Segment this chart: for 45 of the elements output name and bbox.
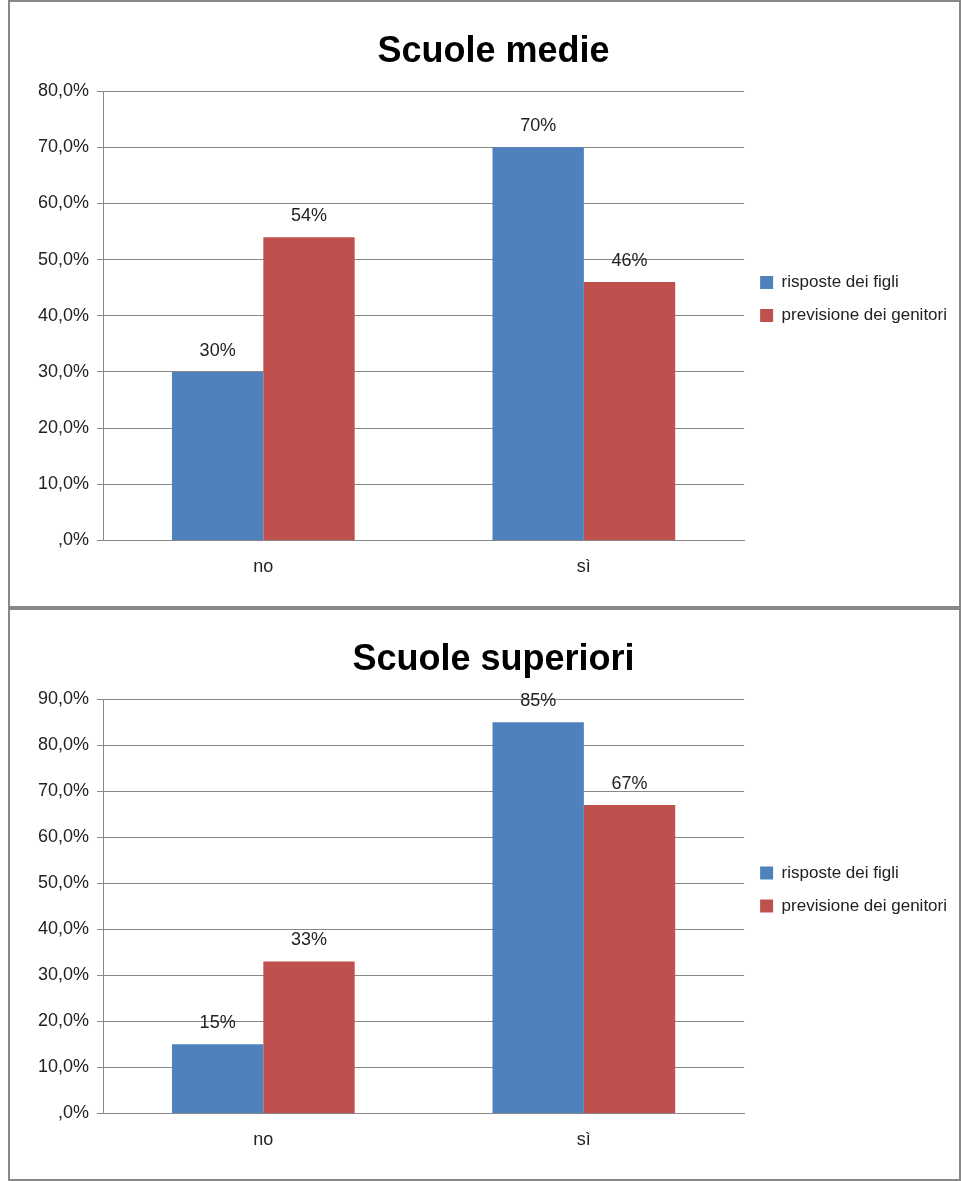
data-label: 85% bbox=[520, 690, 557, 711]
y-tick-label: 10,0% bbox=[37, 1056, 90, 1077]
x-tick-label: no bbox=[253, 556, 274, 577]
y-tick-label: ,0% bbox=[58, 529, 90, 550]
y-tick-label: 30,0% bbox=[37, 964, 90, 985]
legend-label: risposte dei figli bbox=[781, 862, 899, 882]
bar bbox=[171, 1044, 264, 1113]
chart-title: Scuole superiori bbox=[352, 636, 635, 678]
y-tick-label: 40,0% bbox=[37, 918, 90, 939]
bar bbox=[263, 961, 355, 1113]
y-tick-label: 60,0% bbox=[37, 192, 90, 213]
bar bbox=[492, 147, 584, 540]
data-label: 33% bbox=[290, 929, 327, 950]
data-label: 30% bbox=[199, 339, 236, 360]
y-tick-label: ,0% bbox=[58, 1102, 90, 1123]
data-label: 70% bbox=[520, 115, 557, 136]
bar bbox=[492, 722, 584, 1113]
data-label: 54% bbox=[290, 205, 327, 226]
data-label: 46% bbox=[611, 250, 648, 271]
y-tick-label: 90,0% bbox=[37, 688, 90, 709]
bar bbox=[171, 371, 264, 540]
y-tick-label: 20,0% bbox=[37, 417, 90, 438]
y-tick-label: 60,0% bbox=[37, 826, 90, 847]
chart-title: Scuole medie bbox=[377, 28, 610, 70]
legend-label: risposte dei figli bbox=[781, 272, 899, 292]
y-tick-label: 70,0% bbox=[37, 136, 90, 157]
y-tick-label: 50,0% bbox=[37, 872, 90, 893]
y-tick-label: 80,0% bbox=[37, 734, 90, 755]
y-tick-label: 50,0% bbox=[37, 248, 90, 269]
bar bbox=[583, 805, 676, 1113]
legend-label: previsione dei genitori bbox=[781, 895, 948, 915]
y-tick-label: 20,0% bbox=[37, 1010, 90, 1031]
bar bbox=[263, 237, 355, 540]
bar bbox=[583, 282, 676, 540]
data-label: 67% bbox=[611, 773, 648, 794]
x-tick-label: no bbox=[253, 1129, 274, 1150]
y-tick-label: 40,0% bbox=[37, 304, 90, 325]
y-tick-label: 30,0% bbox=[37, 360, 90, 381]
data-label: 15% bbox=[199, 1012, 236, 1033]
y-tick-label: 70,0% bbox=[37, 780, 90, 801]
x-tick-label: sì bbox=[576, 1129, 591, 1150]
x-tick-label: sì bbox=[576, 556, 591, 577]
y-tick-label: 80,0% bbox=[37, 80, 90, 101]
y-tick-label: 10,0% bbox=[37, 473, 90, 494]
legend-label: previsione dei genitori bbox=[781, 305, 948, 325]
